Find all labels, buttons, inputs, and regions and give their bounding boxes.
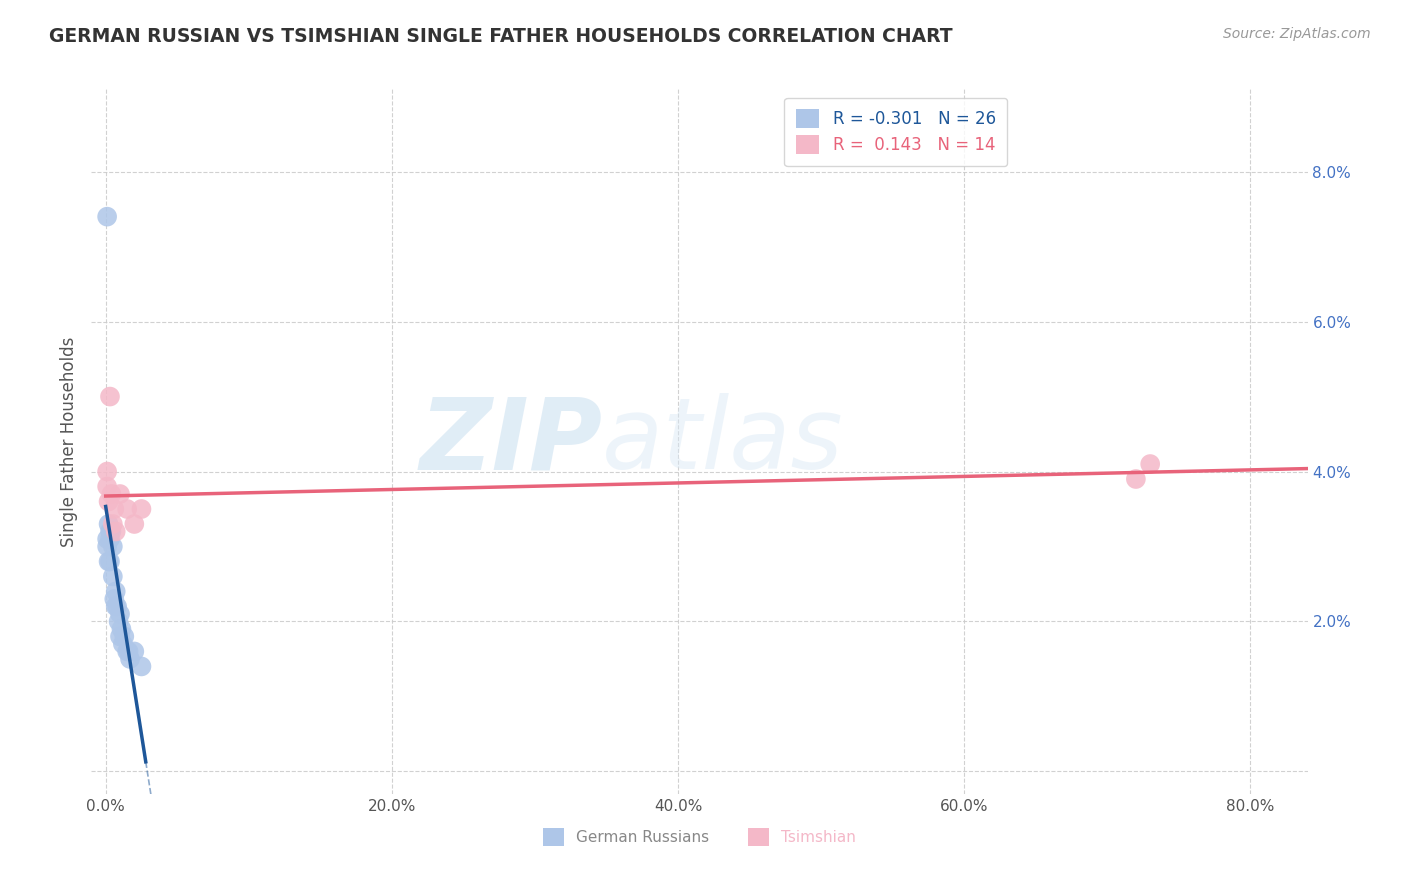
Point <box>108 607 131 621</box>
Point <box>96 479 118 493</box>
Point <box>115 644 138 658</box>
Point <box>96 210 118 224</box>
Text: GERMAN RUSSIAN VS TSIMSHIAN SINGLE FATHER HOUSEHOLDS CORRELATION CHART: GERMAN RUSSIAN VS TSIMSHIAN SINGLE FATHE… <box>49 27 953 45</box>
Point <box>124 516 146 531</box>
Legend: German Russians, Tsimshian: German Russians, Tsimshian <box>536 821 863 853</box>
Point <box>103 502 125 516</box>
Point <box>103 591 125 606</box>
Text: atlas: atlas <box>602 393 844 490</box>
Point <box>1125 472 1147 486</box>
Point <box>124 644 146 658</box>
Point <box>111 637 134 651</box>
Point <box>131 659 153 673</box>
Point <box>115 502 138 516</box>
Point <box>131 502 153 516</box>
Point <box>96 465 118 479</box>
Point <box>100 524 122 539</box>
Text: ZIP: ZIP <box>419 393 602 490</box>
Point <box>101 540 124 554</box>
Point <box>97 516 120 531</box>
Point <box>97 554 120 568</box>
Point <box>97 494 120 508</box>
Point <box>98 532 121 546</box>
Point <box>107 615 129 629</box>
Point <box>108 487 131 501</box>
Point <box>104 599 127 614</box>
Point <box>110 622 132 636</box>
Point <box>101 516 124 531</box>
Point <box>112 630 135 644</box>
Point <box>104 584 127 599</box>
Point <box>118 652 141 666</box>
Point <box>100 487 122 501</box>
Point <box>96 532 118 546</box>
Point <box>1139 457 1161 471</box>
Point <box>96 540 118 554</box>
Point <box>117 644 139 658</box>
Point <box>108 630 131 644</box>
Y-axis label: Single Father Households: Single Father Households <box>60 336 79 547</box>
Point <box>104 524 127 539</box>
Point <box>98 524 121 539</box>
Point <box>98 554 121 568</box>
Point <box>98 390 121 404</box>
Point <box>101 569 124 583</box>
Text: Source: ZipAtlas.com: Source: ZipAtlas.com <box>1223 27 1371 41</box>
Point <box>105 599 128 614</box>
